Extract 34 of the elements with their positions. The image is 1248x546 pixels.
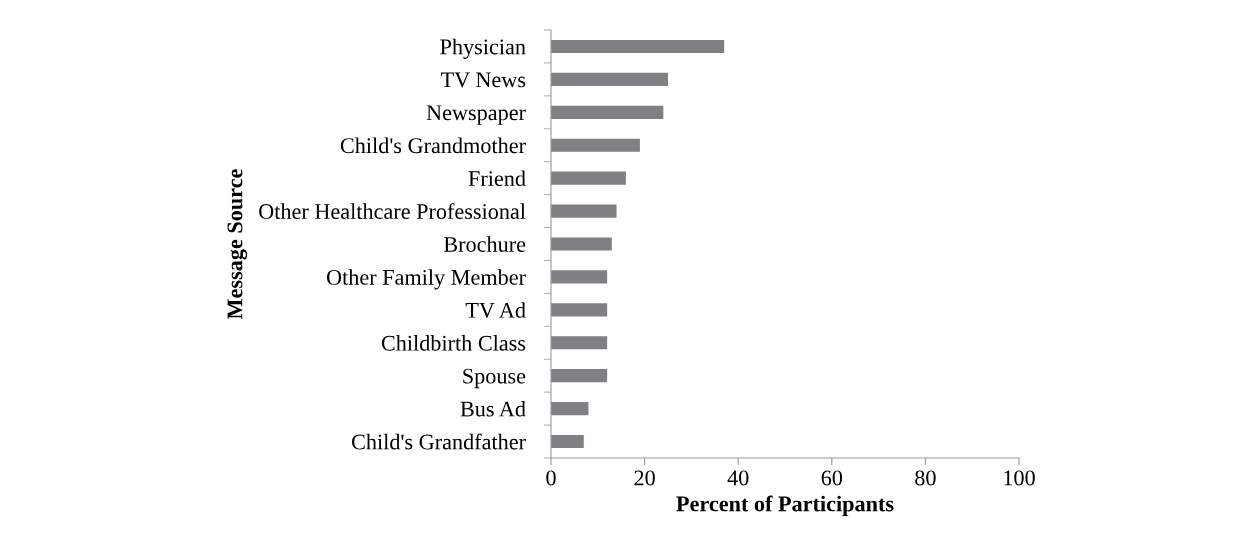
y-tick-label: Other Family Member — [326, 269, 526, 290]
x-tick-label: 20 — [634, 470, 655, 486]
bar — [551, 336, 608, 350]
y-tick-label: Childbirth Class — [381, 335, 526, 351]
y-tick-label: Bus Ad — [460, 400, 526, 417]
y-tick-label: Other Healthcare Professional — [259, 203, 526, 220]
bar — [551, 270, 608, 284]
y-tick-label: Friend — [468, 170, 526, 187]
y-tick-label: Newspaper — [426, 105, 526, 125]
y-tick-label: TV News — [441, 72, 526, 88]
y-axis-title: Message Source — [227, 169, 248, 320]
x-tick-label: 60 — [821, 470, 843, 486]
bar — [551, 39, 725, 54]
x-tick-label: 40 — [727, 470, 749, 486]
y-tick-label: Spouse — [463, 368, 526, 389]
bar — [551, 105, 664, 119]
x-axis-title: Percent of Participants — [676, 495, 894, 516]
x-tick-label: 100 — [1004, 470, 1035, 486]
bar — [551, 369, 608, 383]
x-tick-label: 80 — [915, 470, 936, 486]
bar — [551, 303, 608, 317]
bar — [551, 138, 640, 152]
x-tick-label: 0 — [546, 470, 556, 486]
y-tick-label: Child's Grandfather — [351, 433, 526, 450]
y-tick-label: Physician — [440, 38, 526, 59]
bar — [551, 72, 668, 86]
bar — [551, 434, 584, 449]
bar — [551, 237, 612, 251]
y-tick-label: Brochure — [443, 236, 526, 252]
y-tick-label: Child's Grandmother — [340, 137, 526, 154]
bar — [551, 171, 626, 185]
y-tick-label: TV Ad — [465, 302, 526, 318]
bar — [551, 402, 589, 416]
bar — [551, 204, 617, 218]
